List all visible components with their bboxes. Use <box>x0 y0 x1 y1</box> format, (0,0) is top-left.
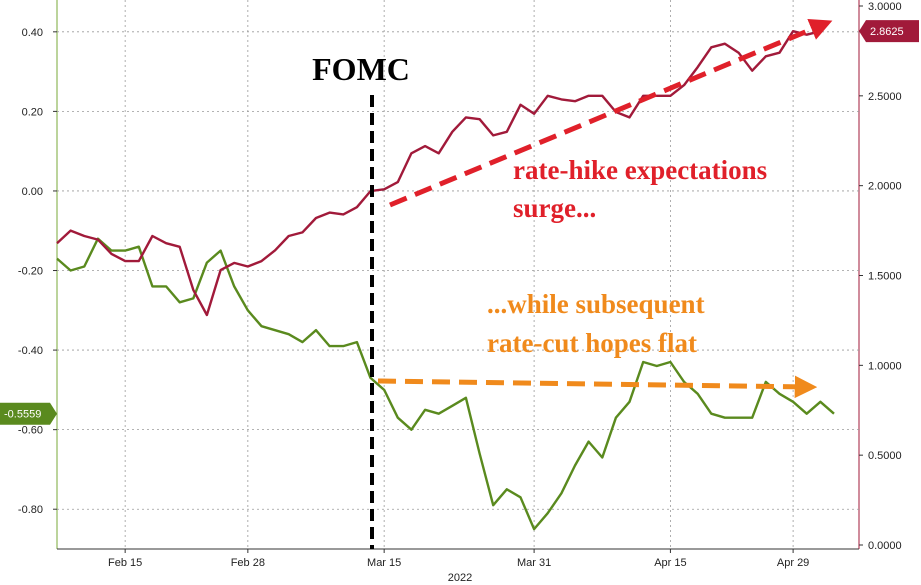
x-tick-label: Mar 15 <box>367 557 401 569</box>
fomc-label: FOMC <box>312 51 410 87</box>
x-tick-label: Feb 15 <box>108 557 142 569</box>
left-axis-series-line <box>56 237 835 531</box>
left-tick-label: 0.00 <box>22 186 43 198</box>
right-tick-label: 0.5000 <box>868 450 902 462</box>
grid-lines <box>57 0 859 549</box>
right-tick-label: 1.0000 <box>868 360 902 372</box>
last-value-tags: -0.5559 2.8625 <box>0 20 919 425</box>
cut-arrow <box>377 375 818 399</box>
right-last-value-label: 2.8625 <box>870 26 904 38</box>
annotations: FOMC rate-hike expectations surge... ...… <box>312 18 833 549</box>
x-axis: Feb 15 Feb 28 Mar 15 Mar 31 Apr 15 Apr 29 <box>108 549 809 569</box>
hike-text-line-1: rate-hike expectations <box>513 155 767 185</box>
x-tick-label: Feb 28 <box>231 557 265 569</box>
cut-text-line-2: rate-cut hopes flat <box>487 328 697 358</box>
hike-text-line-2: surge... <box>513 193 596 223</box>
cut-text-line-1: ...while subsequent <box>487 289 705 319</box>
left-last-value-tag <box>0 402 57 425</box>
left-tick-label: -0.40 <box>18 345 43 357</box>
right-tick-label: 0.0000 <box>868 540 902 552</box>
x-tick-label: Mar 31 <box>517 557 551 569</box>
plot-frame <box>56 0 860 550</box>
left-tick-label: 0.20 <box>22 106 43 118</box>
left-axis: 0.40 0.20 0.00 -0.20 -0.40 -0.60 -0.80 <box>18 27 57 516</box>
right-tick-label: 3.0000 <box>868 1 902 13</box>
x-axis-label: 2022 <box>448 572 472 584</box>
right-tick-label: 2.0000 <box>868 181 902 193</box>
hike-arrow <box>389 18 833 208</box>
right-last-value-tag <box>859 20 919 43</box>
left-tick-label: -0.80 <box>18 504 43 516</box>
left-tick-label: 0.40 <box>22 27 43 39</box>
right-tick-label: 1.5000 <box>868 271 902 283</box>
series-group <box>56 30 835 531</box>
left-tick-label: -0.60 <box>18 425 43 437</box>
right-tick-label: 2.5000 <box>868 91 902 103</box>
right-axis-series-line <box>56 30 821 317</box>
left-last-value-label: -0.5559 <box>4 409 41 421</box>
left-tick-label: -0.20 <box>18 266 43 278</box>
x-tick-label: Apr 15 <box>654 557 686 569</box>
x-tick-label: Apr 29 <box>777 557 809 569</box>
right-axis: 3.0000 2.5000 2.0000 1.5000 1.0000 0.5000 0.00… <box>859 1 902 552</box>
